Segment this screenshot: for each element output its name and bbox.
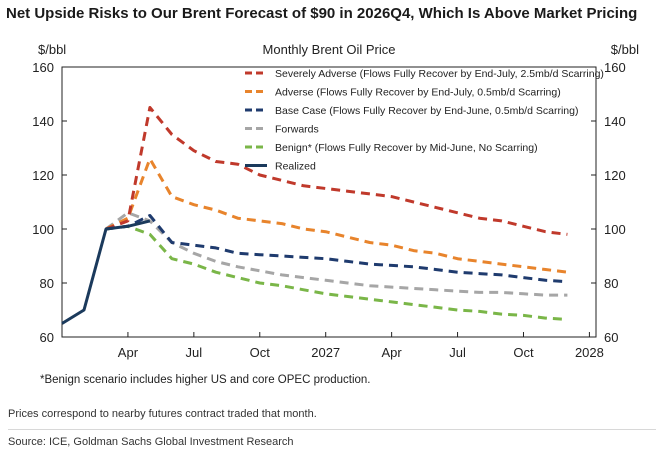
x-tick-label: Jul xyxy=(449,345,466,360)
y-tick-label-right: 140 xyxy=(604,114,626,129)
divider xyxy=(8,429,656,430)
x-tick-label: 2027 xyxy=(311,345,340,360)
series-lines xyxy=(61,106,568,325)
footer-note: Prices correspond to nearby futures cont… xyxy=(8,408,317,420)
y-tick-label-right: 160 xyxy=(604,60,626,75)
chart-footnote: *Benign scenario includes higher US and … xyxy=(40,374,371,386)
series-line-forwards xyxy=(105,211,568,297)
y-tick-label-right: 60 xyxy=(604,330,618,345)
x-tick-label: Apr xyxy=(382,345,403,360)
x-tick-label: Jul xyxy=(186,345,203,360)
y-tick-label-left: 80 xyxy=(40,276,54,291)
y-tick-label-left: 100 xyxy=(32,222,54,237)
y-axis-label-left: $/bbl xyxy=(38,42,66,57)
legend-label: Adverse (Flows Fully Recover by End-July… xyxy=(275,87,561,99)
legend-label: Forwards xyxy=(275,124,319,136)
series-line-severely xyxy=(105,106,568,236)
brent-chart: Monthly Brent Oil Price $/bbl $/bbl 60 60… xyxy=(32,42,639,386)
series-line-base xyxy=(105,214,568,284)
y-tick-label-left: 60 xyxy=(40,330,54,345)
chart-title: Monthly Brent Oil Price xyxy=(263,42,396,57)
headline: Net Upside Risks to Our Brent Forecast o… xyxy=(6,5,638,22)
y-tick-label-left: 160 xyxy=(32,60,54,75)
chart-frame xyxy=(61,66,597,338)
x-axis-ticks: Apr Jul Oct 2027 Apr Jul Oct 2028 xyxy=(118,332,604,360)
y-tick-label-right: 80 xyxy=(604,276,618,291)
y-tick-label-right: 120 xyxy=(604,168,626,183)
plot-frame xyxy=(61,66,597,338)
y-tick-label-left: 120 xyxy=(32,168,54,183)
y-axis-ticks: 60 60 80 80 100 100 120 120 140 140 160 160 xyxy=(32,60,625,345)
y-axis-label-right: $/bbl xyxy=(611,42,639,57)
legend: Severely Adverse (Flows Fully Recover by… xyxy=(245,68,604,173)
x-tick-label: Apr xyxy=(118,345,139,360)
x-tick-label: Oct xyxy=(250,345,271,360)
x-tick-label: 2028 xyxy=(575,345,604,360)
legend-label: Severely Adverse (Flows Fully Recover by… xyxy=(275,68,604,80)
legend-label: Benign* (Flows Fully Recover by Mid-June… xyxy=(275,142,538,154)
series-line-benign xyxy=(105,224,568,321)
source-note: Source: ICE, Goldman Sachs Global Invest… xyxy=(8,436,294,448)
x-tick-label: Oct xyxy=(513,345,534,360)
legend-label: Realized xyxy=(275,161,316,173)
series-line-realized xyxy=(61,219,151,325)
series-line-adverse xyxy=(105,157,568,274)
y-tick-label-left: 140 xyxy=(32,114,54,129)
y-tick-label-right: 100 xyxy=(604,222,626,237)
legend-label: Base Case (Flows Fully Recover by End-Ju… xyxy=(275,105,578,117)
